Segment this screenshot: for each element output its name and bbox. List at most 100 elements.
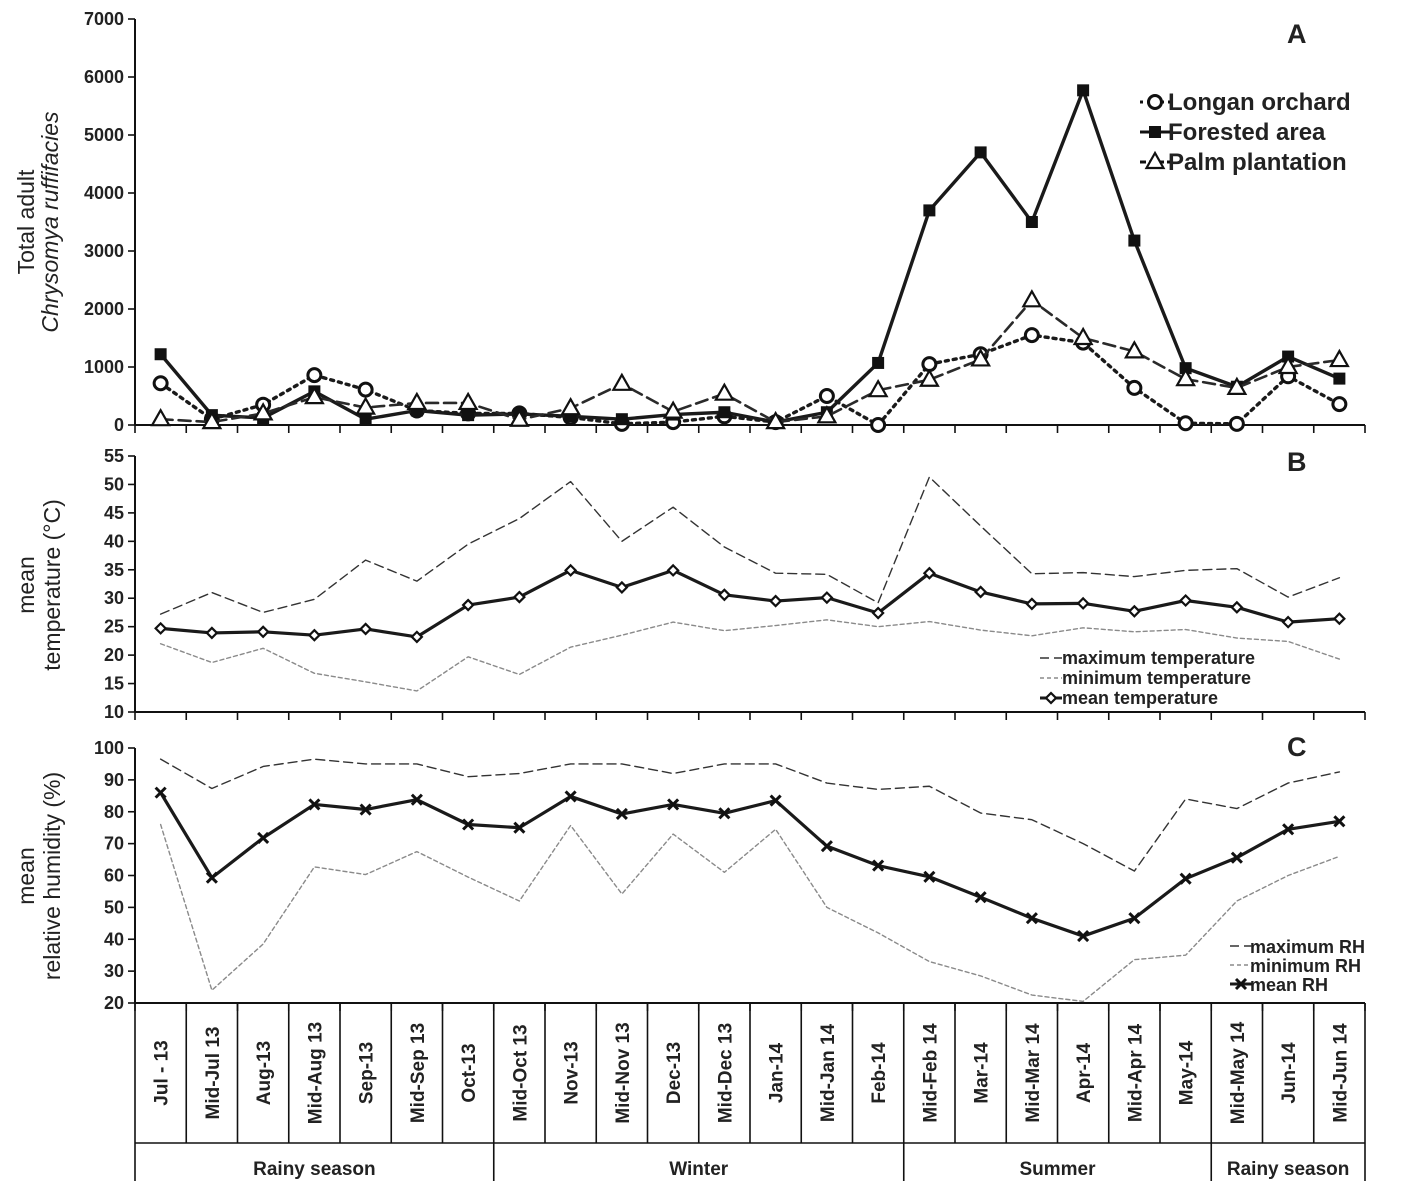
panel-b-ytick-label-15: 15 xyxy=(104,674,124,694)
panel-a-series-palm-plantation-point-3 xyxy=(303,385,325,405)
panel-a-series-longan-orchard-point-4 xyxy=(357,381,374,398)
panel-c-series-mean-rh-point-7-stroke-2 xyxy=(513,821,526,834)
panel-b-ylabel-line2: temperature (°C) xyxy=(39,499,65,671)
panel-a-series-forested-area-point-11 xyxy=(718,406,731,419)
panel-c-ytick-label-100: 100 xyxy=(94,738,124,758)
panel-c-series-mean-rh-point-19 xyxy=(1128,912,1141,925)
category-label-mid-aug-13: Mid-Aug 13 xyxy=(305,1022,326,1124)
panel-c-ytick-label-90: 90 xyxy=(104,770,124,790)
panel-a-ytick-label-6000: 6000 xyxy=(84,67,124,87)
legend-key-marker-palm-plantation xyxy=(1144,150,1166,170)
legend-maximum-rh: maximum RH xyxy=(1250,937,1365,957)
panel-c: 20 30 40 50 60 70 80 90 100 mean relative humidi… xyxy=(13,732,1366,1013)
panel-a-ytick-label-2000: 2000 xyxy=(84,299,124,319)
panel-c-series-mean-rh-point-20 xyxy=(1179,872,1192,885)
panel-c-ytick-label-30: 30 xyxy=(104,961,124,981)
season-label-3-rainy-season: Rainy season xyxy=(1227,1159,1350,1180)
panel-c-series-mean-rh-point-12-stroke-2 xyxy=(769,794,782,807)
panel-b-series-mean-temperature-point-8 xyxy=(564,563,578,577)
panel-c-series-mean-rh-point-0 xyxy=(154,786,167,799)
panel-c-series-mean-rh-point-6 xyxy=(462,818,475,831)
panel-c-series-mean-rh-point-17-stroke-2 xyxy=(1025,912,1038,925)
category-label-mid-dec-13: Mid-Dec 13 xyxy=(715,1023,736,1123)
panel-a-series-palm-plantation-point-9 xyxy=(611,372,633,391)
panel-a-series-forested-area-line xyxy=(158,88,1342,424)
panel-b-ylabel-line1: mean xyxy=(13,556,39,614)
panel-a-series-longan-orchard-point-14 xyxy=(870,417,887,433)
panel-a-series-palm-plantation-point-16 xyxy=(970,348,992,367)
panel-b-series-mean-temperature-point-0 xyxy=(154,621,168,635)
panel-a-series-forested-area-point-15 xyxy=(923,204,936,217)
category-label-nov-13: Nov-13 xyxy=(562,1041,583,1104)
panel-c-ytick-label-20: 20 xyxy=(104,993,124,1013)
panel-c-series-mean-rh-point-21 xyxy=(1230,851,1243,864)
panel-c-series-mean-rh-point-10 xyxy=(667,798,680,811)
panel-a-ytick-label-5000: 5000 xyxy=(84,125,124,145)
panel-a-series-palm-plantation-point-14 xyxy=(867,378,889,398)
panel-b-series-maximum-temperature-line xyxy=(159,476,1341,615)
category-label-mar-14: Mar-14 xyxy=(972,1042,993,1104)
panel-b-ytick-label-20: 20 xyxy=(104,645,124,665)
panel-c-series-mean-rh-point-22-stroke-2 xyxy=(1282,823,1295,836)
legend-maximum-temperature: maximum temperature xyxy=(1062,648,1255,668)
panel-b-series-mean-temperature-point-2 xyxy=(256,625,270,639)
category-label-mid-oct-13: Mid-Oct 13 xyxy=(510,1024,531,1121)
panel-c-series-mean-rh-point-16 xyxy=(974,891,987,904)
category-label-dec-13: Dec-13 xyxy=(664,1042,685,1104)
panel-b-series-mean-temperature-point-12 xyxy=(769,594,783,608)
panel-a-series-longan-orchard-point-19 xyxy=(1126,379,1143,396)
panel-c-series-mean-rh-point-0-stroke-2 xyxy=(154,786,167,799)
panel-a-series-palm-plantation-point-11 xyxy=(713,382,735,401)
category-label-sep-13: Sep-13 xyxy=(357,1042,378,1104)
panel-b-legend: maximum temperature minimum temperature … xyxy=(1040,648,1255,708)
panel-a-series-palm-plantation-point-12 xyxy=(765,410,787,430)
panel-a-series-forested-area-point-9 xyxy=(615,413,628,426)
panel-a-series-forested-area-point-6 xyxy=(462,409,475,422)
panel-c-series-mean-rh-point-1-stroke-2 xyxy=(205,871,218,884)
panel-c-series-mean-rh-point-18-stroke-2 xyxy=(1077,930,1090,943)
panel-b-series-mean-temperature-point-15 xyxy=(922,566,936,580)
panel-a: 0 1000 2000 3000 4000 5000 6000 7000 Total adul… xyxy=(13,9,1366,435)
panel-c-series-mean-rh-point-3-stroke-2 xyxy=(308,798,321,811)
panel-a-legend: Longan orchard Forested area Palm planta… xyxy=(1140,89,1351,176)
season-label-0-rainy-season: Rainy season xyxy=(253,1159,376,1180)
legend-forested-area: Forested area xyxy=(1168,119,1326,146)
panel-a-series-palm-plantation-point-6 xyxy=(457,391,479,411)
category-label-feb-14: Feb-14 xyxy=(869,1042,890,1104)
panel-a-series-palm-plantation-point-4 xyxy=(355,396,377,415)
panel-b-series-mean-temperature-point-16 xyxy=(974,585,988,599)
panel-b-series-mean-temperature-point-22 xyxy=(1281,615,1295,629)
panel-a-series-palm-plantation-point-0 xyxy=(150,407,172,427)
panel-b-ytick-label-50: 50 xyxy=(104,474,124,494)
panel-a-ytick-label-0: 0 xyxy=(114,415,124,435)
legend-key-marker-mean-rh xyxy=(1234,977,1248,991)
panel-a-series-palm-plantation-point-19 xyxy=(1123,340,1145,359)
panel-a-series-palm-plantation-point-2 xyxy=(252,402,274,421)
panel-a-series-longan-orchard-point-0 xyxy=(152,375,169,392)
panel-a-series-palm-plantation-point-21 xyxy=(1226,376,1248,395)
panel-b-series-mean-temperature-point-10 xyxy=(666,563,680,577)
panel-a-letter: A xyxy=(1287,19,1307,49)
panel-c-series-mean-rh-point-23-stroke-2 xyxy=(1333,815,1346,828)
panel-b-ytick-label-30: 30 xyxy=(104,588,124,608)
panel-c-series-mean-rh-point-9 xyxy=(615,807,628,821)
panel-c-series-mean-rh-point-14-stroke-2 xyxy=(872,859,885,872)
panel-c-series-mean-rh-point-14 xyxy=(872,859,885,872)
panel-b-series-mean-temperature-point-9 xyxy=(615,580,629,594)
legend-mean-rh: mean RH xyxy=(1250,975,1328,995)
legend-mean-temperature: mean temperature xyxy=(1062,688,1218,708)
panel-c-ytick-label-70: 70 xyxy=(104,834,124,854)
category-label-mid-jan-14: Mid-Jan 14 xyxy=(818,1023,839,1122)
panel-a-series-palm-plantation-point-7 xyxy=(508,408,530,427)
panel-b: 10 15 20 25 30 35 40 45 50 55 mean temperature (°… xyxy=(13,446,1366,722)
panel-a-series-longan-orchard-line xyxy=(158,333,1342,427)
panel-b-series-mean-temperature-point-14 xyxy=(871,606,885,620)
panel-a-series-forested-area-point-18 xyxy=(1077,84,1090,97)
category-label-mid-sep-13: Mid-Sep 13 xyxy=(408,1023,429,1123)
panel-c-series-minimum-rh-line xyxy=(159,823,1341,1003)
season-label-2-summer: Summer xyxy=(1019,1159,1096,1180)
panel-b-series-mean-temperature-point-13 xyxy=(820,591,834,605)
panel-a-series-palm-plantation-point-23 xyxy=(1328,348,1350,368)
panel-a-series-forested-area-point-17 xyxy=(1025,216,1038,228)
panel-a-series-longan-orchard-point-23 xyxy=(1331,396,1348,413)
